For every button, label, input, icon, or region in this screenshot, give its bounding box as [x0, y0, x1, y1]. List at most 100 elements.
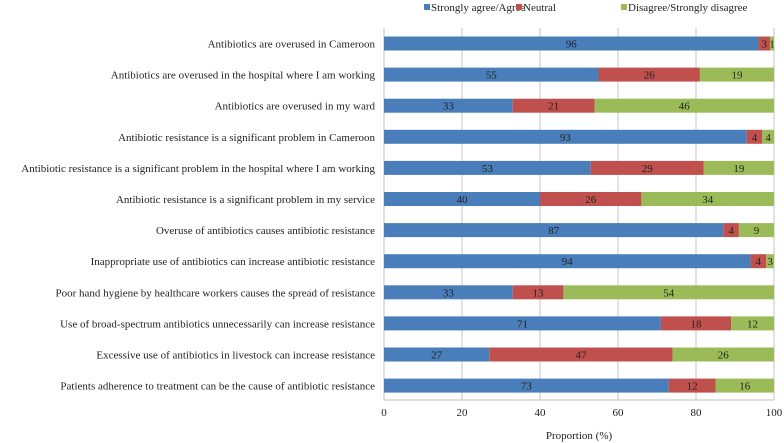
- data-label: 54: [663, 287, 675, 299]
- data-label: 27: [431, 350, 443, 362]
- x-axis-label: Proportion (%): [546, 430, 613, 442]
- data-label: 4: [756, 256, 762, 268]
- legend-swatch: [424, 4, 430, 10]
- data-label: 33: [443, 287, 455, 299]
- gridlines: [383, 28, 775, 400]
- data-label: 46: [679, 101, 691, 113]
- data-label: 71: [517, 318, 528, 330]
- category-label: Overuse of antibiotics causes antibiotic…: [156, 225, 375, 237]
- x-tick-label: 40: [535, 407, 547, 419]
- category-label: Antibiotics are overused in Cameroon: [208, 39, 376, 51]
- bar-segment: [590, 160, 704, 175]
- bar-segment: [384, 36, 759, 51]
- bar-segment: [672, 347, 774, 362]
- bar-segment: [746, 129, 763, 144]
- bar-segment: [563, 285, 774, 300]
- bar-segment: [762, 129, 774, 144]
- data-label: 26: [644, 70, 656, 82]
- category-label: Excessive use of antibiotics in livestoc…: [96, 350, 375, 362]
- bar-segment: [384, 160, 591, 175]
- bar-segment: [384, 316, 661, 331]
- legend-label: Disagree/Strongly disagree: [628, 2, 748, 14]
- category-label: Patients adherence to treatment can be t…: [60, 381, 375, 393]
- bar-segment: [489, 347, 673, 362]
- data-label: 53: [482, 163, 494, 175]
- category-label: Antibiotics are overused in the hospital…: [111, 70, 376, 82]
- bar-segment: [660, 316, 732, 331]
- legend-swatch: [516, 4, 522, 10]
- bar-segment: [384, 192, 540, 206]
- bar-segment: [384, 347, 490, 362]
- data-label: 12: [747, 318, 758, 330]
- category-label: Use of broad-spectrum antibiotics unnece…: [60, 318, 375, 330]
- data-label: 47: [575, 350, 587, 362]
- bar-segment: [384, 285, 513, 300]
- data-label: 1: [769, 39, 775, 51]
- bar-segment: [540, 192, 642, 206]
- bar-segment: [384, 67, 599, 82]
- bar-segment: [703, 160, 774, 175]
- data-label: 3: [762, 39, 768, 51]
- data-label: 94: [562, 256, 574, 268]
- x-tick-label: 60: [613, 407, 625, 419]
- x-tick-label: 80: [691, 407, 703, 419]
- legend-swatch: [621, 4, 627, 10]
- bar-segment: [641, 192, 774, 206]
- category-label: Antibiotics are overused in my ward: [215, 101, 376, 113]
- bar-segment: [512, 98, 595, 113]
- data-label: 19: [733, 163, 745, 175]
- data-label: 87: [548, 225, 560, 237]
- data-label: 93: [560, 132, 572, 144]
- bar-segment: [384, 254, 751, 269]
- bar-segment: [512, 285, 564, 300]
- bar-segment: [668, 378, 716, 393]
- data-label: 9: [754, 225, 760, 237]
- data-label: 26: [718, 350, 730, 362]
- data-label: 26: [585, 194, 597, 206]
- category-label: Antibiotic resistance is a significant p…: [21, 163, 375, 175]
- bar-segment: [750, 254, 767, 269]
- x-tick-label: 100: [766, 407, 783, 419]
- data-label: 4: [752, 132, 758, 144]
- data-label: 73: [521, 381, 533, 393]
- bar-segment: [770, 36, 774, 51]
- bar-segment: [699, 67, 774, 82]
- data-label: 96: [566, 39, 578, 51]
- bar-segment: [715, 378, 774, 393]
- x-axis: 0 20 40 60 80 100: [381, 399, 783, 419]
- data-label: 33: [443, 101, 455, 113]
- bar-segment: [598, 67, 700, 82]
- category-label: Inappropriate use of antibiotics can inc…: [91, 256, 375, 268]
- data-label: 21: [548, 101, 559, 113]
- bar-segment: [384, 129, 747, 144]
- bar-segment: [731, 316, 774, 331]
- data-label: 40: [457, 194, 469, 206]
- data-label: 55: [486, 70, 498, 82]
- data-label: 34: [702, 194, 714, 206]
- bar-segment: [723, 223, 739, 238]
- category-labels: Antibiotics are overused in Cameroon Anti…: [21, 39, 375, 393]
- bar-segment: [384, 98, 513, 113]
- legend-label: Strongly agree/Agree: [431, 2, 525, 14]
- category-label: Antibiotic resistance is a significant p…: [118, 132, 375, 144]
- data-label: 12: [687, 381, 698, 393]
- data-label: 4: [765, 132, 771, 144]
- data-label: 16: [739, 381, 751, 393]
- data-label: 19: [731, 70, 743, 82]
- bar-segment: [384, 223, 724, 238]
- data-label: 3: [767, 256, 773, 268]
- category-label: Antibiotic resistance is a significant p…: [116, 194, 375, 206]
- bar-segment: [738, 223, 774, 238]
- data-label: 13: [533, 287, 545, 299]
- x-tick-label: 0: [381, 407, 387, 419]
- category-label: Poor hand hygiene by healthcare workers …: [56, 287, 376, 299]
- data-label: 4: [728, 225, 734, 237]
- data-label: 18: [691, 318, 703, 330]
- bar-segment: [766, 254, 774, 269]
- legend-label: Neutral: [523, 2, 556, 14]
- x-tick-label: 20: [457, 407, 469, 419]
- bar-segment: [594, 98, 774, 113]
